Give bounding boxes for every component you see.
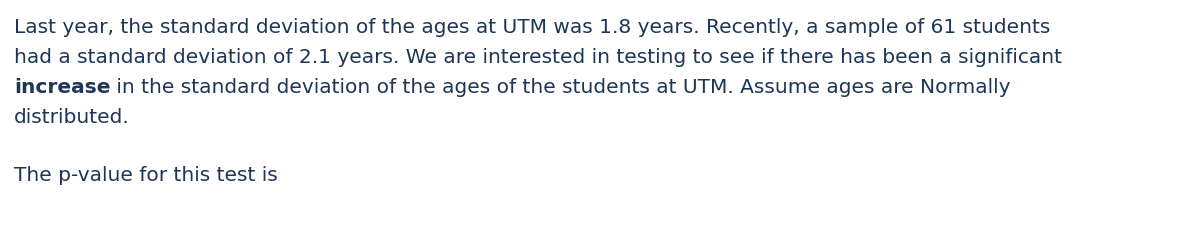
Text: had a standard deviation of 2.1 years. We are interested in testing to see if th: had a standard deviation of 2.1 years. W…: [14, 48, 1062, 67]
Text: Last year, the standard deviation of the ages at UTM was 1.8 years. Recently, a : Last year, the standard deviation of the…: [14, 18, 1050, 37]
Text: distributed.: distributed.: [14, 108, 130, 127]
Text: in the standard deviation of the ages of the students at UTM. Assume ages are No: in the standard deviation of the ages of…: [110, 78, 1010, 97]
Text: increase: increase: [14, 78, 110, 97]
Text: The p-value for this test is: The p-value for this test is: [14, 166, 277, 185]
